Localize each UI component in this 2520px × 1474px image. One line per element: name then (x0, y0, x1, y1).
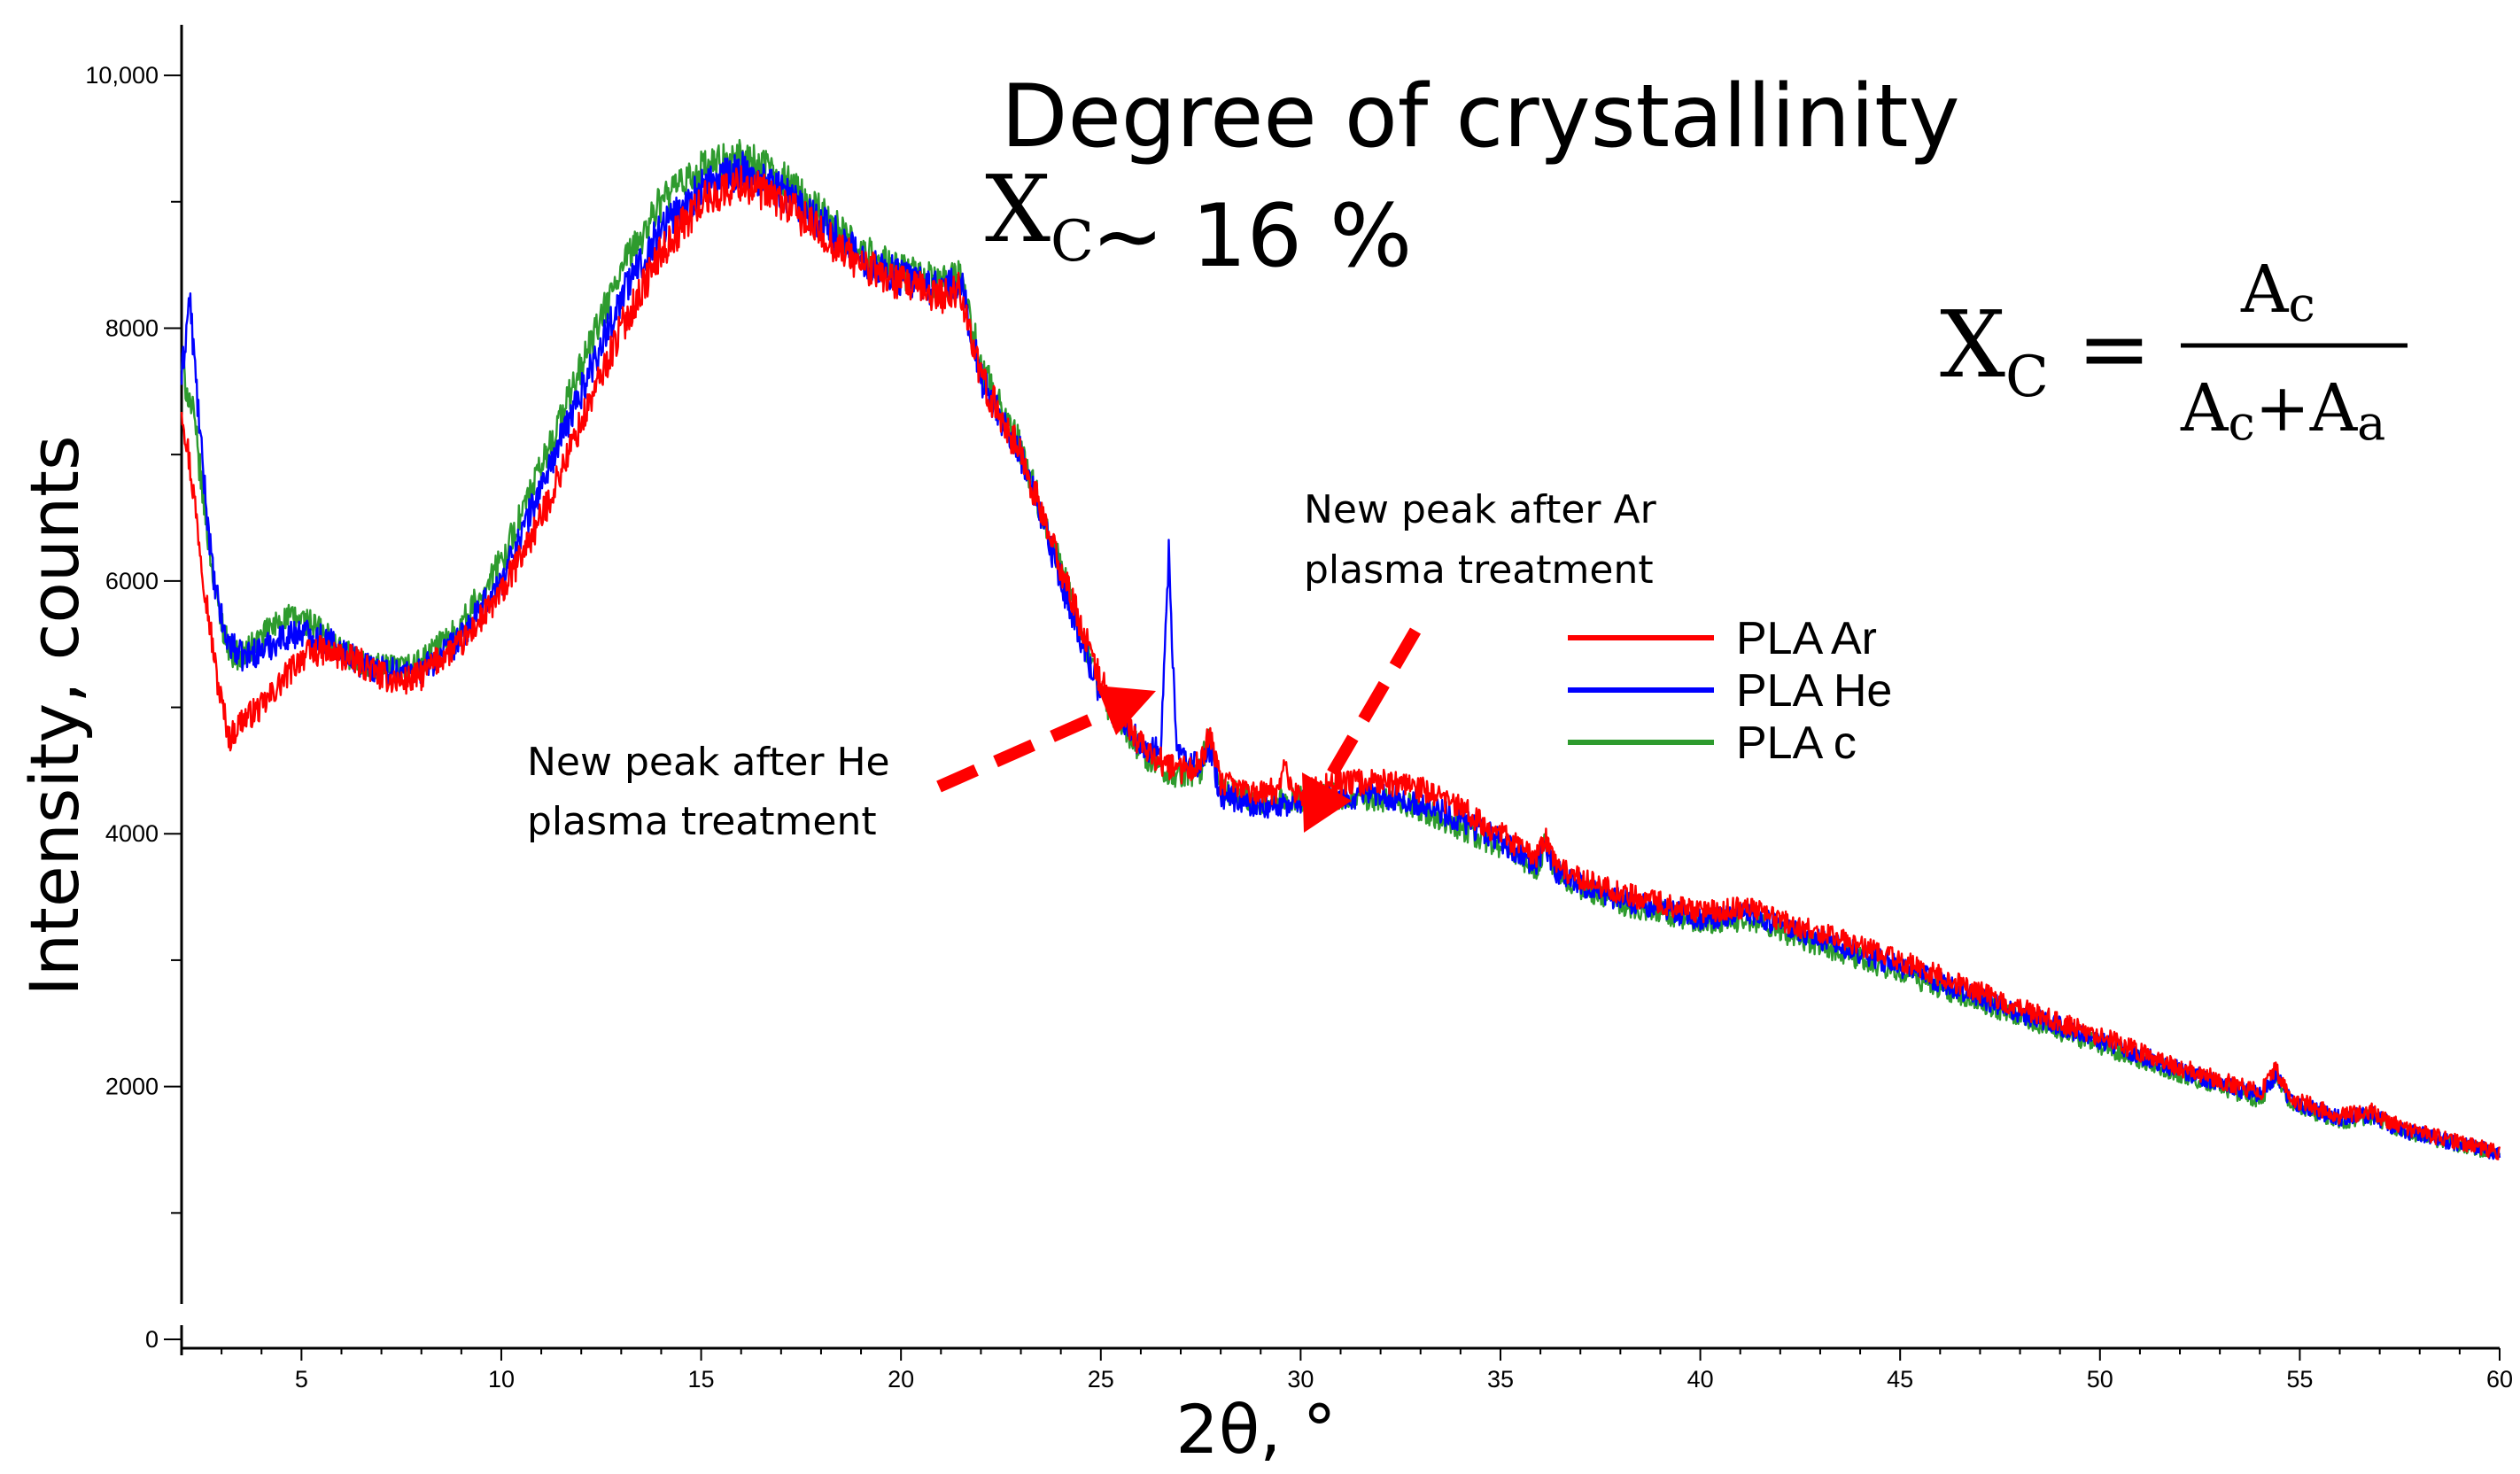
y-tick-label: 10,000 (85, 62, 159, 89)
legend-item-pla-c: PLA c (1568, 718, 1857, 769)
y-axis: 0 2000 4000 6000 8000 10,000 (85, 25, 183, 1355)
legend-label-pla-he: PLA He (1736, 665, 1892, 717)
series-line-pla-c (180, 138, 2501, 1160)
xc-symbol: XC (985, 155, 1094, 275)
formula-equals: = (2077, 297, 2152, 400)
legend-item-pla-ar: PLA Ar (1568, 613, 1877, 664)
annotation-he-arrow-head (1097, 686, 1156, 735)
annotation-he-peak: New peak after He plasma treatment (527, 686, 1156, 844)
x-axis-title: 2θ, ° (1175, 1390, 1336, 1469)
annotation-he-line-2: plasma treatment (527, 799, 877, 844)
y-tick-label: 6000 (105, 568, 159, 594)
x-tick-label: 45 (1887, 1366, 1913, 1393)
x-tick-label: 25 (1088, 1366, 1114, 1393)
x-tick-label: 55 (2286, 1366, 2313, 1393)
annotation-ar-arrow-head (1302, 772, 1352, 833)
x-axis: 5 10 15 20 25 30 35 40 45 50 55 60 (182, 1346, 2513, 1393)
y-tick-label: 0 (145, 1326, 159, 1353)
legend-item-pla-he: PLA He (1568, 665, 1892, 717)
y-tick-label: 8000 (105, 314, 159, 341)
annotation-ar-peak: New peak after Ar plasma treatment (1302, 487, 1657, 833)
formula-denominator: Ac+Aa (2180, 370, 2385, 451)
crystallinity-formula: XC = Ac Ac+Aa (1940, 252, 2408, 451)
annotation-he-line-1: New peak after He (527, 740, 890, 785)
y-axis-title: Intensity, counts (15, 435, 94, 996)
annotation-ar-line-1: New peak after Ar (1304, 487, 1657, 532)
x-tick-label: 30 (1287, 1366, 1314, 1393)
annotation-ar-line-2: plasma treatment (1304, 547, 1654, 593)
crystallinity-value: XC ~ 16 % (985, 155, 1412, 287)
chart-title: Degree of crystallinity (1001, 66, 1960, 167)
x-tick-label: 15 (688, 1366, 715, 1393)
x-tick-label: 60 (2486, 1366, 2513, 1393)
x-tick-label: 20 (888, 1366, 914, 1393)
x-tick-label: 35 (1487, 1366, 1514, 1393)
legend-label-pla-ar: PLA Ar (1736, 613, 1877, 664)
series-layer (180, 138, 2501, 1160)
legend-label-pla-c: PLA c (1736, 718, 1857, 769)
x-tick-label: 40 (1687, 1366, 1714, 1393)
formula-numerator: Ac (2240, 252, 2315, 332)
legend: PLA Ar PLA He PLA c (1568, 613, 1892, 769)
annotation-he-arrow-shaft (936, 706, 1110, 793)
x-tick-label: 50 (2087, 1366, 2113, 1393)
y-tick-label: 4000 (105, 820, 159, 847)
xc-approx: ~ 16 % (1091, 186, 1412, 287)
y-tick-label: 2000 (105, 1074, 159, 1100)
formula-lhs: XC (1940, 291, 2049, 410)
x-tick-label: 10 (488, 1366, 515, 1393)
annotation-ar-arrow-shaft (1322, 627, 1422, 783)
series-line-pla-ar (180, 165, 2501, 1160)
x-tick-label: 5 (295, 1366, 308, 1393)
series-line-pla-he (180, 151, 2501, 1160)
